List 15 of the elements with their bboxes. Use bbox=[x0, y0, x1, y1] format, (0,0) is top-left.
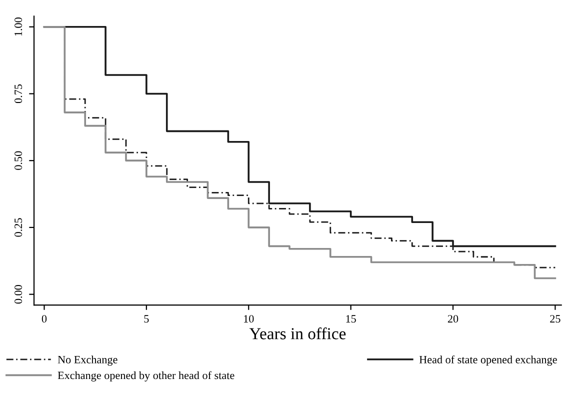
legend-label: Head of state opened exchange bbox=[419, 355, 557, 366]
x-tick-label: 25 bbox=[550, 315, 560, 323]
x-tick-label: 15 bbox=[346, 315, 356, 323]
x-tick-label: 10 bbox=[244, 315, 254, 323]
y-tick-label: 0.50 bbox=[14, 151, 22, 170]
y-tick-label: 1.00 bbox=[14, 18, 22, 36]
legend-label: Exchange opened by other head of state bbox=[58, 371, 234, 382]
x-tick-label: 5 bbox=[144, 315, 149, 323]
y-tick-label: 0.00 bbox=[14, 285, 22, 304]
legend-label: No Exchange bbox=[58, 356, 118, 366]
x-axis-title: Years in office bbox=[249, 327, 346, 340]
x-tick-label: 0 bbox=[42, 315, 47, 323]
y-tick-label: 0.25 bbox=[14, 218, 22, 237]
x-tick-label: 20 bbox=[448, 315, 458, 323]
y-tick-label: 0.75 bbox=[14, 84, 22, 104]
